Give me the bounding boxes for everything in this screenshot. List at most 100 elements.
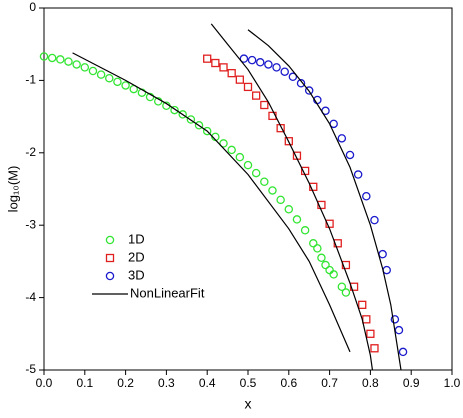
legend-marker bbox=[105, 253, 115, 263]
data-point bbox=[260, 177, 269, 187]
data-point bbox=[72, 60, 81, 69]
data-point bbox=[333, 239, 342, 248]
data-point bbox=[239, 54, 249, 63]
data-point bbox=[390, 315, 400, 324]
x-tick-label: 0.4 bbox=[199, 376, 216, 390]
data-point bbox=[194, 121, 204, 130]
data-point bbox=[378, 249, 387, 259]
data-point bbox=[105, 73, 114, 83]
data-point bbox=[260, 100, 269, 110]
data-point bbox=[337, 134, 347, 143]
data-point bbox=[243, 160, 253, 170]
data-point bbox=[362, 191, 371, 201]
data-point bbox=[353, 170, 363, 179]
data-point bbox=[219, 63, 228, 72]
data-point bbox=[202, 126, 212, 136]
data-point bbox=[280, 67, 289, 76]
data-point bbox=[211, 58, 220, 68]
data-point bbox=[284, 205, 294, 214]
y-tick-label: -2 bbox=[25, 145, 36, 159]
data-point bbox=[121, 81, 130, 90]
data-point bbox=[64, 57, 73, 66]
data-point bbox=[227, 145, 236, 155]
data-point bbox=[284, 137, 293, 146]
data-point bbox=[276, 124, 285, 133]
data-point bbox=[317, 253, 326, 263]
data-point bbox=[252, 91, 261, 100]
data-point bbox=[47, 53, 57, 63]
y-tick-label: -4 bbox=[25, 290, 36, 304]
x-tick-label: 0.6 bbox=[280, 376, 297, 390]
x-tick-label: 0.3 bbox=[158, 376, 175, 390]
data-point bbox=[366, 329, 375, 338]
data-point bbox=[382, 265, 391, 275]
data-point bbox=[370, 215, 379, 225]
data-point bbox=[341, 288, 351, 297]
data-point bbox=[329, 270, 338, 279]
data-point bbox=[113, 77, 122, 87]
data-point bbox=[325, 265, 334, 275]
data-point bbox=[243, 82, 253, 92]
data-point bbox=[235, 152, 245, 162]
fit-line bbox=[72, 23, 402, 371]
data-point bbox=[296, 79, 306, 88]
x-tick-label: 0.9 bbox=[403, 376, 420, 390]
legend-marker bbox=[105, 235, 115, 245]
y-tick-label: 0 bbox=[29, 0, 36, 14]
legend-marker bbox=[105, 271, 115, 281]
data-point bbox=[317, 200, 326, 210]
data-point bbox=[309, 182, 318, 191]
data-point bbox=[96, 70, 106, 79]
legend-label: 1D bbox=[128, 231, 145, 246]
x-tick-label: 0.2 bbox=[117, 376, 134, 390]
data-point bbox=[398, 347, 408, 357]
data-point bbox=[227, 69, 236, 78]
data-point bbox=[251, 168, 261, 178]
y-tick-label: -1 bbox=[25, 73, 36, 87]
x-tick-label: 0.8 bbox=[362, 376, 379, 390]
data-point bbox=[39, 52, 49, 61]
data-point bbox=[170, 105, 179, 115]
data-point bbox=[247, 55, 257, 65]
data-point bbox=[264, 60, 273, 69]
x-axis-label: x bbox=[245, 396, 252, 412]
x-tick-label: 1.0 bbox=[444, 376, 461, 390]
data-point bbox=[145, 92, 155, 102]
data-point bbox=[337, 282, 347, 291]
data-point bbox=[341, 260, 351, 270]
data-point bbox=[349, 282, 359, 291]
data-point bbox=[292, 215, 302, 224]
legend-label: NonLinearFit bbox=[130, 285, 205, 300]
data-point bbox=[358, 300, 367, 309]
data-point bbox=[56, 55, 65, 64]
data-point bbox=[370, 344, 379, 353]
y-axis-label: log₁₀(M) bbox=[5, 166, 20, 213]
data-point bbox=[80, 63, 90, 72]
x-tick-label: 0.7 bbox=[321, 376, 338, 390]
legend-label: 3D bbox=[128, 267, 145, 282]
data-point bbox=[309, 239, 318, 248]
data-point bbox=[304, 86, 314, 95]
data-point bbox=[345, 150, 355, 160]
y-tick-label: -3 bbox=[25, 217, 36, 231]
data-point bbox=[88, 66, 98, 76]
x-tick-label: 0.0 bbox=[36, 376, 53, 390]
data-point bbox=[255, 58, 265, 67]
data-point bbox=[362, 315, 371, 324]
data-point bbox=[178, 110, 187, 119]
data-point bbox=[288, 72, 298, 82]
data-point bbox=[325, 219, 334, 228]
data-point bbox=[186, 115, 196, 124]
legend-label: 2D bbox=[128, 249, 145, 264]
data-point bbox=[272, 63, 281, 72]
data-point bbox=[313, 244, 322, 253]
y-tick-label: -5 bbox=[25, 362, 36, 376]
data-point bbox=[235, 75, 244, 84]
data-point bbox=[219, 139, 228, 148]
data-point bbox=[276, 195, 285, 205]
data-point bbox=[203, 54, 212, 63]
x-tick-label: 0.5 bbox=[240, 376, 257, 390]
data-point bbox=[321, 260, 330, 270]
data-point bbox=[268, 186, 277, 195]
